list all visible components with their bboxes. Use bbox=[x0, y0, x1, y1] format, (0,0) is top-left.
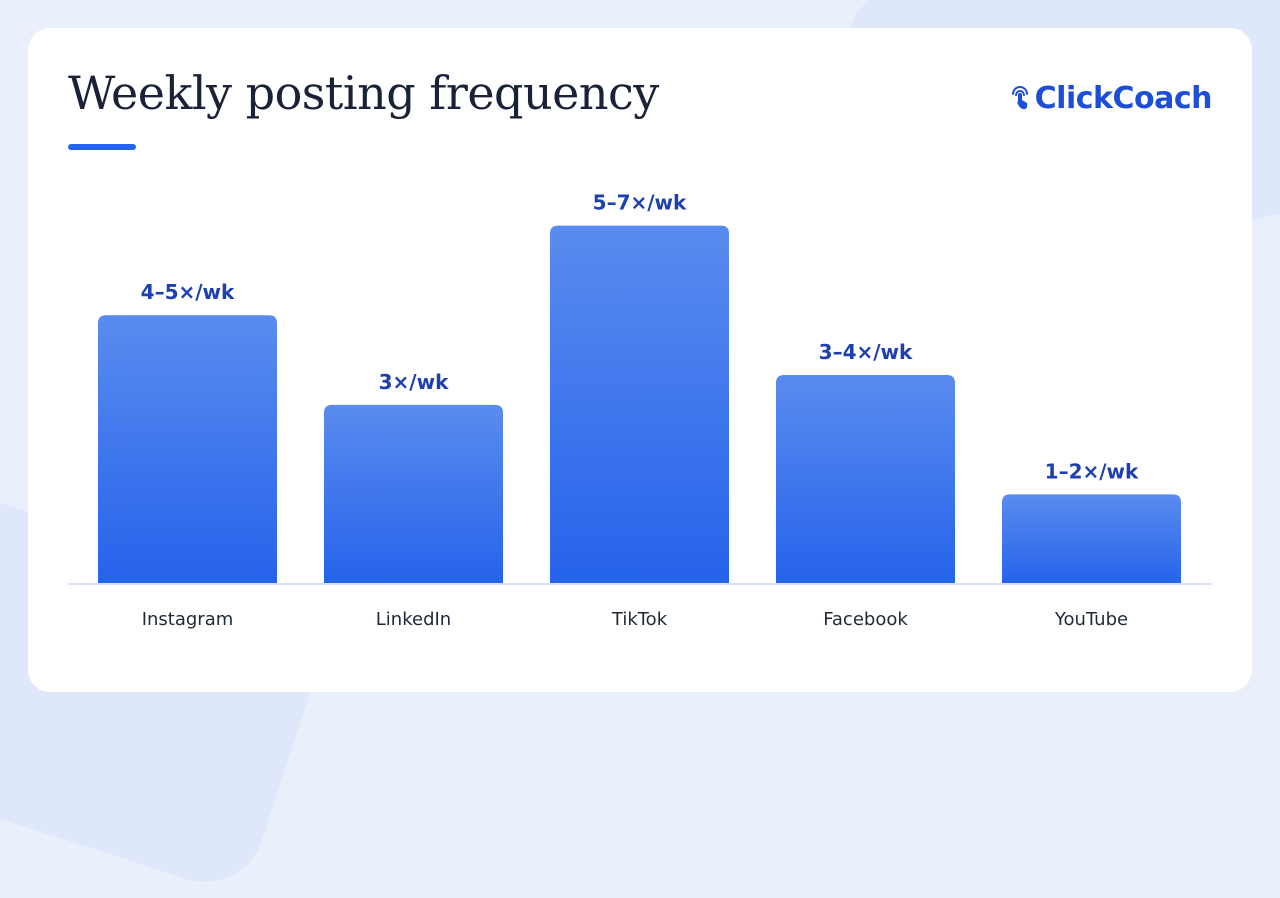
bar-linkedin bbox=[324, 404, 503, 584]
brand-name: ClickCoach bbox=[1034, 80, 1213, 116]
value-label-tiktok: 5–7×/wk bbox=[593, 191, 687, 215]
bar-youtube bbox=[1002, 494, 1181, 584]
category-label-facebook: Facebook bbox=[823, 609, 908, 630]
value-label-facebook: 3–4×/wk bbox=[819, 340, 913, 364]
category-label-linkedin: LinkedIn bbox=[376, 609, 451, 630]
chart-title: Weekly posting frequency bbox=[68, 66, 659, 120]
bar-facebook bbox=[776, 374, 955, 584]
category-label-tiktok: TikTok bbox=[611, 609, 668, 630]
bars-group: 4–5×/wk Instagram 3×/wk LinkedIn 5–7×/wk TikT… bbox=[98, 191, 1181, 630]
bar-instagram bbox=[98, 315, 277, 584]
brand-logo: ClickCoach bbox=[1009, 78, 1213, 118]
bar-tiktok bbox=[550, 225, 729, 584]
category-label-youtube: YouTube bbox=[1054, 609, 1128, 630]
value-label-youtube: 1–2×/wk bbox=[1045, 459, 1139, 483]
value-label-instagram: 4–5×/wk bbox=[141, 280, 235, 304]
bar-chart: 4–5×/wk Instagram 3×/wk LinkedIn 5–7×/wk TikT… bbox=[68, 191, 1212, 630]
value-label-linkedin: 3×/wk bbox=[379, 370, 449, 394]
title-underline bbox=[68, 144, 136, 150]
tap-icon bbox=[1011, 86, 1028, 110]
category-label-instagram: Instagram bbox=[142, 609, 234, 630]
chart-card: Weekly posting frequency ClickCoach 4–5×… bbox=[28, 28, 1252, 692]
